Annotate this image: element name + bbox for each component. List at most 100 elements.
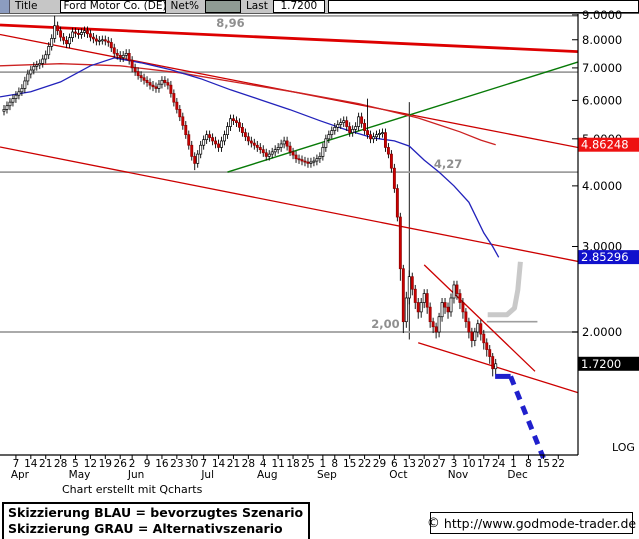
- x-tick-label: 8: [331, 458, 338, 470]
- price-badge-label: 2.85296: [581, 250, 629, 264]
- level-labels: 8,96 4,27 2,00: [216, 16, 462, 331]
- y-tick-label: 8.0000: [582, 33, 622, 47]
- titlebar-spacer: [327, 0, 639, 13]
- x-month-label: Jul: [200, 469, 214, 481]
- chart-credit: Chart erstellt mit Qcharts: [62, 483, 203, 496]
- y-tick-label: 2.0000: [582, 325, 622, 339]
- x-tick-label: 7: [13, 458, 20, 470]
- x-month-label: Apr: [11, 469, 30, 481]
- x-tick-label: 25: [301, 458, 314, 470]
- support-resistance-lines: [0, 15, 578, 333]
- x-tick-label: 26: [114, 458, 128, 470]
- x-month-label: Jun: [127, 469, 144, 481]
- x-tick-label: 21: [227, 458, 240, 470]
- x-tick-label: 6: [391, 458, 398, 470]
- x-tick-label: 21: [39, 458, 52, 470]
- price-level-label: 4,27: [434, 157, 462, 171]
- x-tick-label: 15: [343, 458, 356, 470]
- x-tick-label: 18: [286, 458, 299, 470]
- moving-averages: [0, 57, 500, 258]
- x-tick-label: 16: [155, 458, 169, 470]
- x-axis-labels: 7 14 21 28 5 12 19 26 2 9 16 23 30 7 14 21 28 4 11 18 25 1 8 15…: [11, 455, 565, 481]
- source-url: http://www.godmode-trader.de: [443, 515, 637, 531]
- x-tick-label: 19: [99, 458, 112, 470]
- scenario-sketches: [487, 261, 523, 318]
- source-link[interactable]: © http://www.godmode-trader.de: [426, 512, 637, 534]
- x-tick-label: 14: [24, 458, 38, 470]
- x-tick-label: 27: [432, 458, 445, 470]
- log-scale-label: LOG: [612, 441, 635, 454]
- price-badges: 4.86248 2.85296 1.7200: [578, 137, 639, 371]
- price-level-label: 2,00: [371, 317, 399, 331]
- x-tick-label: 17: [477, 458, 490, 470]
- copyright-icon: ©: [426, 515, 440, 531]
- x-tick-label: 12: [84, 458, 97, 470]
- ma-fast-50: [0, 57, 500, 258]
- lower-channel: [0, 146, 578, 263]
- y-tick-label: 6.0000: [582, 93, 622, 107]
- x-month-label: Nov: [448, 469, 469, 481]
- x-tick-label: 3: [451, 458, 458, 470]
- alternative-gray: [487, 261, 523, 318]
- x-tick-label: 1: [510, 458, 517, 470]
- x-month-label: Sep: [317, 469, 337, 481]
- x-tick-label: 29: [373, 458, 386, 470]
- y-tick-label: 7.0000: [582, 61, 622, 75]
- x-tick-label: 10: [462, 458, 475, 470]
- net-label: Net%: [170, 0, 199, 12]
- titlebar: Title Ford Motor Co. (DE) Net% Last 1.72…: [0, 0, 639, 14]
- preferred-blue-dashed: [508, 375, 546, 459]
- candlesticks: [2, 15, 498, 377]
- window-icon: [0, 0, 10, 13]
- x-tick-label: 11: [271, 458, 284, 470]
- x-month-label: Dec: [507, 469, 528, 481]
- x-month-label: Oct: [389, 469, 407, 481]
- ma-slow-200: [0, 63, 496, 146]
- axes: [0, 14, 579, 456]
- net-value-box: [204, 0, 241, 13]
- y-tick-label: 4.0000: [582, 179, 622, 193]
- y-tick-label: 9.0000: [582, 8, 622, 22]
- x-tick-label: 5: [72, 458, 79, 470]
- price-badge-label: 4.86248: [581, 138, 629, 152]
- x-tick-label: 9: [144, 458, 151, 470]
- rising-support: [227, 61, 578, 173]
- x-tick-label: 30: [185, 458, 198, 470]
- wedge-lower: [418, 342, 578, 394]
- x-tick-label: 14: [212, 458, 226, 470]
- scenario-legend: Skizzierung BLAU = bevorzugtes Szenario …: [2, 502, 311, 539]
- title-label: Title: [15, 0, 38, 12]
- x-tick-label: 1: [320, 458, 327, 470]
- x-tick-label: 28: [54, 458, 67, 470]
- trendlines: [0, 23, 578, 394]
- x-tick-label: 22: [358, 458, 371, 470]
- major-downtrend: [0, 23, 578, 54]
- x-tick-label: 8: [525, 458, 532, 470]
- price-level-label: 8,96: [216, 16, 244, 30]
- last-label: Last: [245, 0, 268, 12]
- y-axis-labels: 9.00008.00007.00006.00005.00004.00003.00…: [572, 8, 622, 339]
- price-chart: 8,964,272,009.00008.00007.00006.00005.00…: [0, 8, 639, 481]
- x-tick-label: 23: [170, 458, 183, 470]
- x-tick-label: 20: [417, 458, 430, 470]
- instrument-field[interactable]: Ford Motor Co. (DE): [59, 0, 167, 13]
- legend-line-blue: Skizzierung BLAU = bevorzugtes Szenario: [8, 505, 304, 520]
- wedge-upper: [423, 264, 536, 372]
- x-month-label: Aug: [257, 469, 278, 481]
- scale-label: LOG: [612, 441, 635, 454]
- legend-line-gray: Skizzierung GRAU = Alternativszenario: [8, 521, 283, 536]
- x-tick-label: 15: [537, 458, 550, 470]
- x-tick-label: 28: [242, 458, 255, 470]
- x-tick-label: 24: [492, 458, 506, 470]
- x-tick-label: 7: [200, 458, 207, 470]
- y-tick-label: 3.0000: [582, 240, 622, 254]
- x-tick-label: 22: [552, 458, 565, 470]
- x-month-label: May: [69, 469, 91, 481]
- x-tick-label: 2: [129, 458, 136, 470]
- x-tick-label: 4: [260, 458, 267, 470]
- last-value-field[interactable]: 1.7200: [272, 0, 325, 13]
- price-badge-label: 1.7200: [581, 357, 621, 371]
- scenario-preferred: [495, 373, 546, 459]
- x-tick-label: 13: [403, 458, 416, 470]
